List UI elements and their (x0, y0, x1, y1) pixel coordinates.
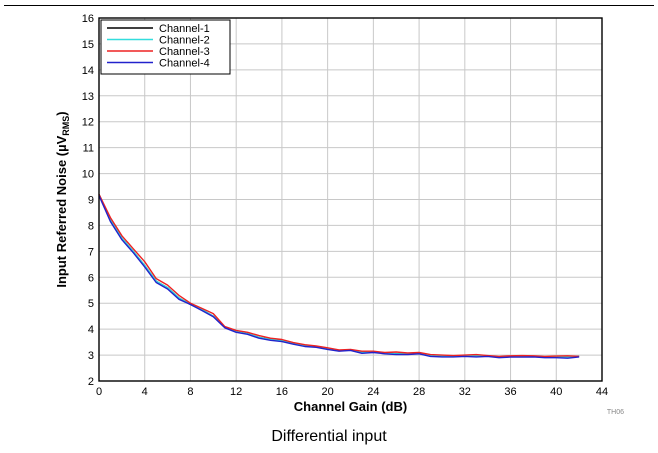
x-tick-label-10: 40 (550, 386, 562, 398)
x-tick-label-6: 24 (367, 386, 379, 398)
y-tick-label-11: 13 (82, 91, 94, 103)
y-tick-label-12: 14 (82, 65, 94, 77)
y-tick-labels: 2 3 4 5 6 7 8 9 10 11 12 13 14 15 16 (82, 13, 94, 388)
y-tick-label-6: 8 (88, 220, 94, 232)
x-tick-label-4: 16 (276, 386, 288, 398)
y-tick-label-13: 15 (82, 39, 94, 51)
y-axis-label-sub: RMS (61, 116, 71, 136)
x-tick-label-5: 20 (322, 386, 334, 398)
legend-label-channel-3: Channel-3 (159, 46, 210, 58)
y-tick-label-7: 9 (88, 195, 94, 207)
legend-label-channel-4: Channel-4 (159, 58, 210, 70)
x-axis-label: Channel Gain (dB) (294, 399, 407, 414)
series-line-channel-4 (98, 195, 580, 359)
top-rule (4, 5, 654, 6)
y-tick-label-9: 11 (83, 143, 94, 155)
y-tick-label-0: 2 (88, 376, 94, 388)
y-tick-label-14: 16 (82, 13, 94, 25)
x-tick-label-8: 32 (459, 386, 471, 398)
x-tick-labels: 0 4 8 12 16 20 24 28 32 36 40 44 (96, 386, 608, 398)
x-tick-label-1: 4 (142, 386, 148, 398)
series-line-channel-3 (98, 193, 580, 358)
y-tick-label-10: 12 (82, 117, 94, 129)
x-tick-label-3: 12 (230, 386, 242, 398)
x-tick-label-9: 36 (504, 386, 516, 398)
y-tick-label-3: 5 (88, 298, 94, 310)
y-tick-label-8: 10 (82, 169, 94, 181)
legend-label-channel-1: Channel-1 (159, 23, 210, 35)
x-tick-label-0: 0 (96, 386, 102, 398)
series-line-channel-1 (98, 194, 580, 358)
x-tick-label-2: 8 (187, 386, 193, 398)
chart-caption: Differential input (271, 428, 387, 445)
y-tick-label-4: 6 (88, 272, 94, 284)
plot-frame (98, 17, 603, 382)
series-line-channel-2 (98, 194, 580, 358)
y-axis-label-main: Input Referred Noise (µV (54, 135, 69, 287)
noise-vs-gain-chart: 0 4 8 12 16 20 24 28 32 36 40 44 2 3 4 5 6 7 8 9 10 11 12 13 14… (54, 13, 624, 416)
y-tick-label-1: 3 (88, 350, 94, 362)
y-axis-label: Input Referred Noise (µVRMS) (54, 111, 71, 287)
figure-code: TH06 (607, 409, 624, 416)
y-tick-label-5: 7 (88, 246, 94, 258)
y-axis-label-close: ) (54, 111, 69, 115)
y-tick-label-2: 4 (88, 324, 94, 336)
legend-label-channel-2: Channel-2 (159, 35, 210, 47)
legend-box (100, 19, 231, 75)
x-tick-label-7: 28 (413, 386, 425, 398)
series-lines (98, 193, 580, 359)
x-tick-label-11: 44 (596, 386, 608, 398)
